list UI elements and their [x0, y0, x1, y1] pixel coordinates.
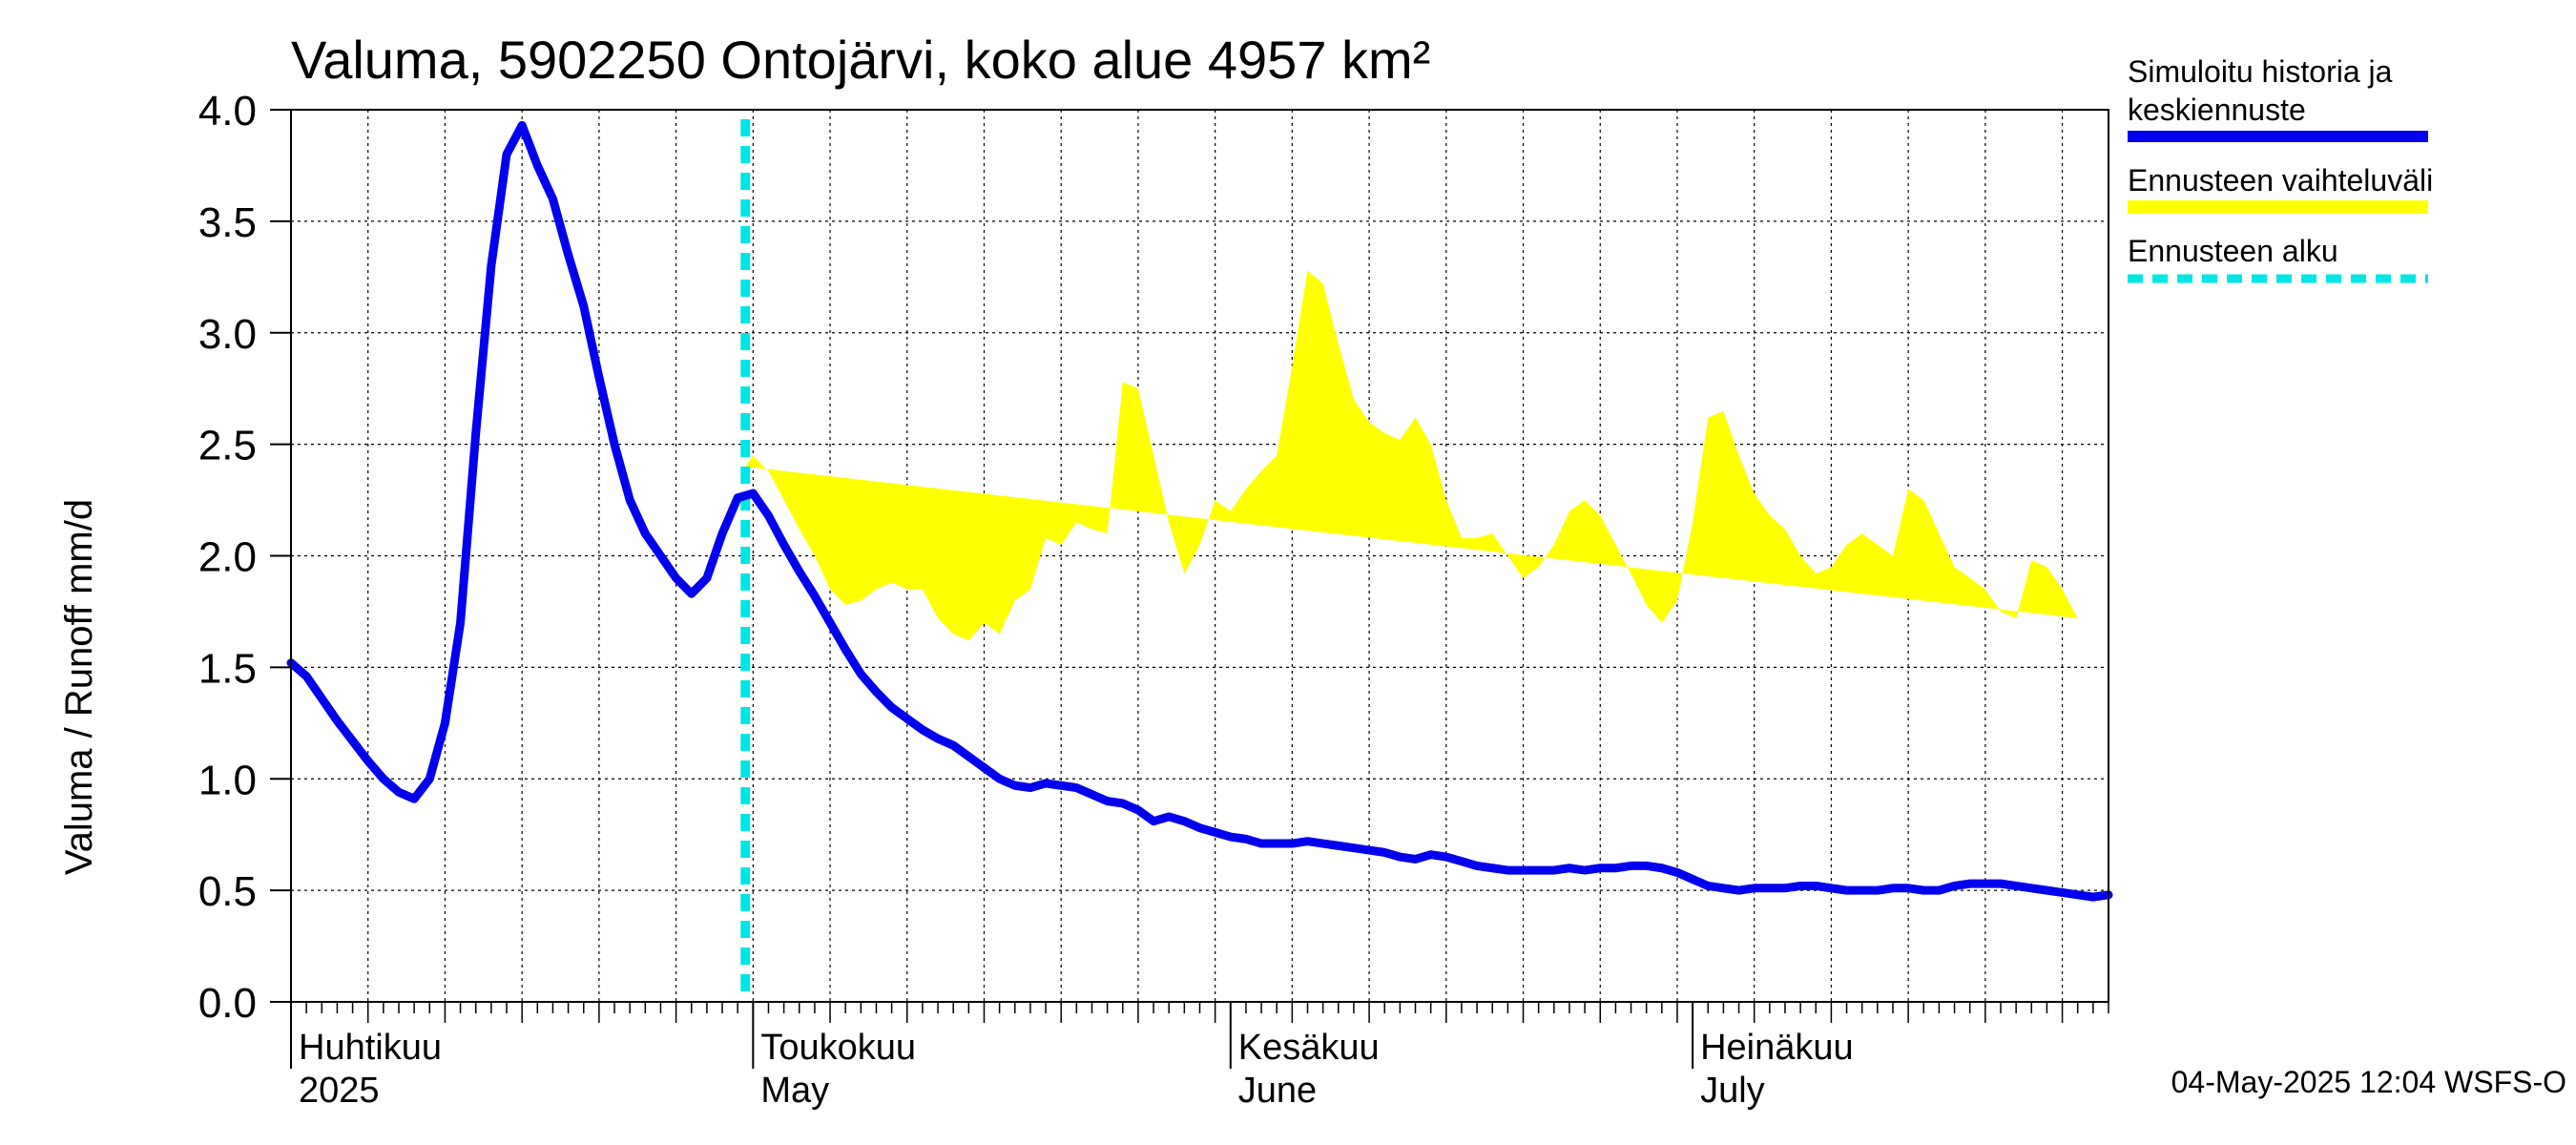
legend: Simuloitu historia ja keskiennuste Ennus… [2128, 54, 2433, 283]
month-label-fi: Huhtikuu [299, 1028, 442, 1068]
y-tick-label: 4.0 [198, 88, 257, 135]
y-axis-label: Valuma / Runoff mm/d [58, 499, 100, 875]
y-tick-labels: 0.0 0.5 1.0 1.5 2.0 2.5 3.0 3.5 4.0 [198, 88, 257, 1027]
month-label-en: 2025 [299, 1071, 380, 1111]
legend-history-label-2: keskiennuste [2128, 93, 2306, 127]
history-line [286, 120, 2113, 902]
grid [291, 109, 2109, 1003]
month-label-fi: Toukokuu [760, 1028, 916, 1068]
month-label-en: June [1238, 1071, 1317, 1111]
legend-band-label: Ennusteen vaihteluväli [2128, 163, 2433, 198]
y-tick-label: 1.0 [198, 757, 257, 803]
y-tick-label: 1.5 [198, 645, 257, 692]
timestamp: 04-May-2025 12:04 WSFS-O [2171, 1065, 2566, 1099]
y-tick-label: 3.0 [198, 311, 257, 358]
forecast-band-area [745, 270, 2078, 641]
legend-forecast-label: Ennusteen alku [2128, 234, 2338, 268]
y-tick-label: 2.5 [198, 423, 257, 469]
chart-title: Valuma, 5902250 Ontojärvi, koko alue 495… [291, 30, 1430, 90]
month-label-fi: Heinäkuu [1700, 1028, 1854, 1068]
axes [270, 109, 2109, 1023]
y-tick-label: 0.0 [198, 980, 257, 1027]
month-label-fi: Kesäkuu [1238, 1028, 1380, 1068]
y-tick-label: 0.5 [198, 868, 257, 915]
legend-history-label: Simuloitu historia ja [2128, 54, 2393, 89]
forecast-range-band [745, 270, 2078, 641]
history-series-line [286, 120, 2113, 902]
y-tick-label: 2.0 [198, 534, 257, 581]
month-label-en: May [760, 1071, 829, 1111]
month-label-en: July [1700, 1071, 1765, 1111]
y-tick-label: 3.5 [198, 199, 257, 246]
